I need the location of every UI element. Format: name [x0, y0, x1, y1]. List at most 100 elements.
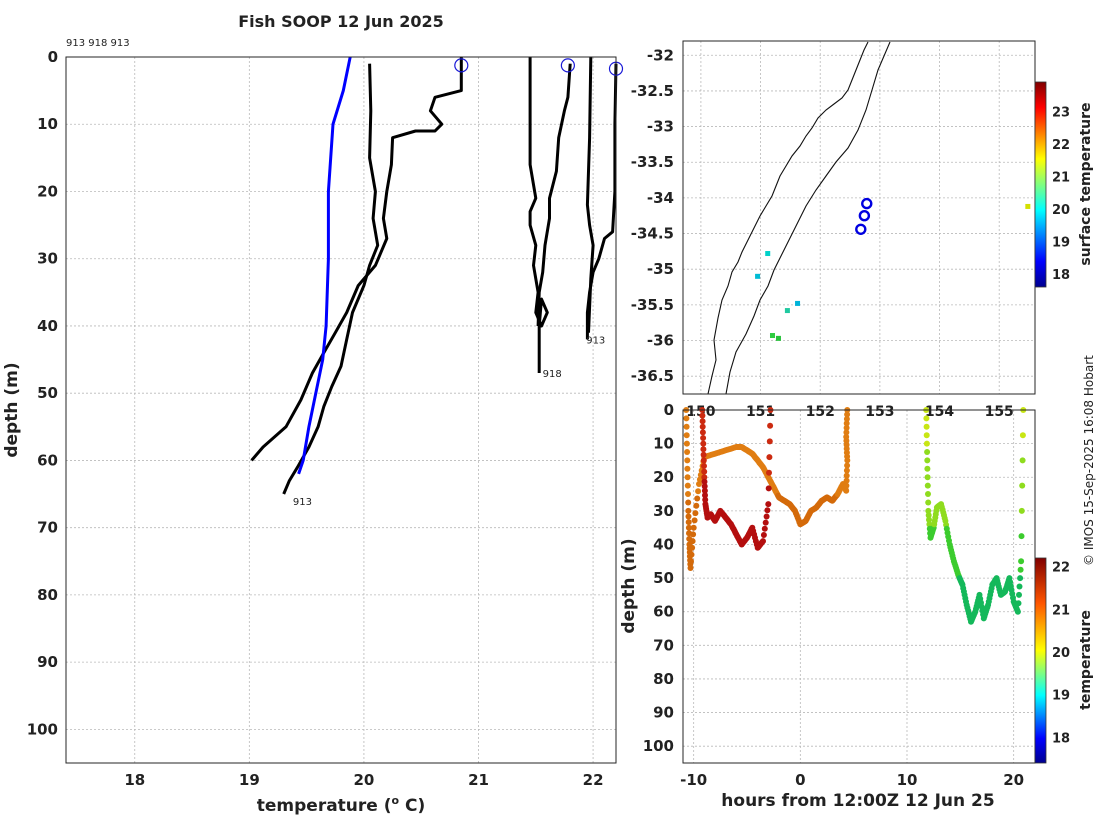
depth-time-point [925, 507, 932, 514]
depth-time-point [701, 468, 708, 475]
depth-time-point [760, 538, 766, 545]
drop-location-marker [858, 210, 871, 222]
x-tick-label: 21 [468, 771, 489, 789]
depth-time-point [843, 467, 850, 474]
depth-time-point [844, 462, 851, 469]
track-point [1025, 203, 1031, 209]
y-axis-label: depth (m) [2, 362, 22, 457]
depth-time-point [843, 416, 850, 422]
depth-time-point [1019, 457, 1026, 464]
depth-time-point [1015, 600, 1022, 607]
y-tick-label: 100 [27, 720, 58, 738]
climatology-line [297, 56, 352, 475]
colorbar-tick-label: 22 [1052, 561, 1070, 576]
surface-temp-colorbar-label: surface temperature [1078, 102, 1094, 265]
depth-time-point [760, 532, 767, 538]
depth-time-point [701, 487, 708, 494]
surface-temp-colorbar-ticks: 18 19 20 21 22 23 [1052, 105, 1070, 283]
depth-time-point [766, 438, 773, 445]
colorbar-tick-label: 21 [1052, 170, 1070, 185]
depth-tick-label: 60 [653, 603, 674, 621]
depth-time-point [691, 517, 698, 524]
y-tick-label: 50 [37, 384, 58, 402]
depth-time-grid [683, 409, 1035, 763]
depth-time-point [699, 429, 706, 436]
depth-time-point [923, 440, 930, 447]
time-axis-label: hours from 12:00Z 12 Jun 25 [721, 791, 994, 811]
depth-time-point [1018, 507, 1025, 514]
depth-time-point [688, 558, 694, 565]
profile-line [282, 63, 380, 495]
depth-tick-label: 100 [643, 737, 674, 755]
depth-time-point [699, 412, 706, 419]
depth-time-point [923, 432, 930, 439]
depth-time-point [843, 433, 850, 440]
depth-time-point [688, 551, 695, 558]
depth-time-point [924, 449, 931, 455]
depth-time-point [763, 513, 770, 520]
track-point [765, 251, 771, 257]
depth-time-point [1017, 566, 1024, 573]
lat-tick-label: -36.5 [631, 367, 674, 385]
depth-time-point [700, 435, 707, 441]
lat-tick-label: -35.5 [631, 296, 674, 314]
depth-time-point [692, 510, 699, 517]
depth-time-point [924, 465, 931, 472]
depth-time-point [843, 424, 850, 431]
depth-time-point [924, 474, 931, 481]
colorbar-tick-label: 19 [1052, 689, 1070, 704]
y-tick-label: 0 [48, 48, 58, 66]
depth-time-point [695, 488, 702, 495]
depth-time-point [684, 465, 691, 472]
depth-time-point [701, 463, 707, 469]
y-tick-label: 40 [37, 317, 58, 335]
depth-time-point [925, 491, 931, 497]
surface-temp-colorbar [1034, 81, 1047, 288]
colorbar-tick-label: 21 [1052, 603, 1070, 618]
track-point [755, 273, 761, 279]
depth-time-point [1018, 558, 1025, 565]
profile-line [536, 63, 572, 327]
y-tick-label: 90 [37, 653, 58, 671]
depth-time-point [843, 420, 850, 427]
depth-time-point [843, 477, 850, 484]
surface-marker [560, 58, 575, 73]
depth-time-point [700, 440, 707, 447]
temperature-colorbar-label: temperature [1078, 610, 1094, 710]
depth-tick-label: 20 [653, 468, 674, 486]
surface-marker [454, 58, 469, 73]
lat-tick-label: -33.5 [631, 153, 674, 171]
depth-time-point [684, 457, 691, 464]
y-tick-label: 10 [37, 115, 58, 133]
colorbar-tick-label: 20 [1052, 646, 1070, 661]
depth-time-point [925, 512, 932, 519]
time-tick-label: 0 [795, 771, 805, 789]
depth-time-point [765, 501, 772, 508]
depth-time-point [683, 415, 690, 422]
depth-time-point [685, 507, 692, 514]
temperature-colorbar-ticks: 18 19 20 21 22 [1052, 561, 1070, 747]
depth-time-point [701, 483, 708, 490]
depth-time-point [924, 482, 931, 489]
lon-tick-label: 153 [865, 404, 894, 420]
track-point [775, 335, 781, 341]
depth-time-tick-labels: -10 0 10 20 0 10 20 30 40 50 60 70 80 90 100 [643, 401, 1024, 789]
depth-time-point [690, 531, 697, 538]
depth-time-point [844, 411, 851, 418]
depth-time-point [684, 482, 691, 489]
depth-time-point [701, 474, 708, 481]
depth-time-point [767, 422, 774, 429]
depth-time-point [1019, 432, 1026, 439]
depth-time-point [843, 487, 850, 494]
depth-tick-label: 50 [653, 569, 674, 587]
depth-time-point [689, 544, 696, 551]
colorbar-tick-label: 19 [1052, 235, 1070, 250]
depth-time-points [683, 407, 1027, 625]
depth-tick-label: 30 [653, 502, 674, 520]
depth-time-point [690, 524, 697, 531]
depth-time-point [685, 499, 692, 506]
depth-time-point [1016, 591, 1022, 598]
time-tick-label: -10 [680, 771, 707, 789]
depth-time-point [689, 538, 696, 545]
